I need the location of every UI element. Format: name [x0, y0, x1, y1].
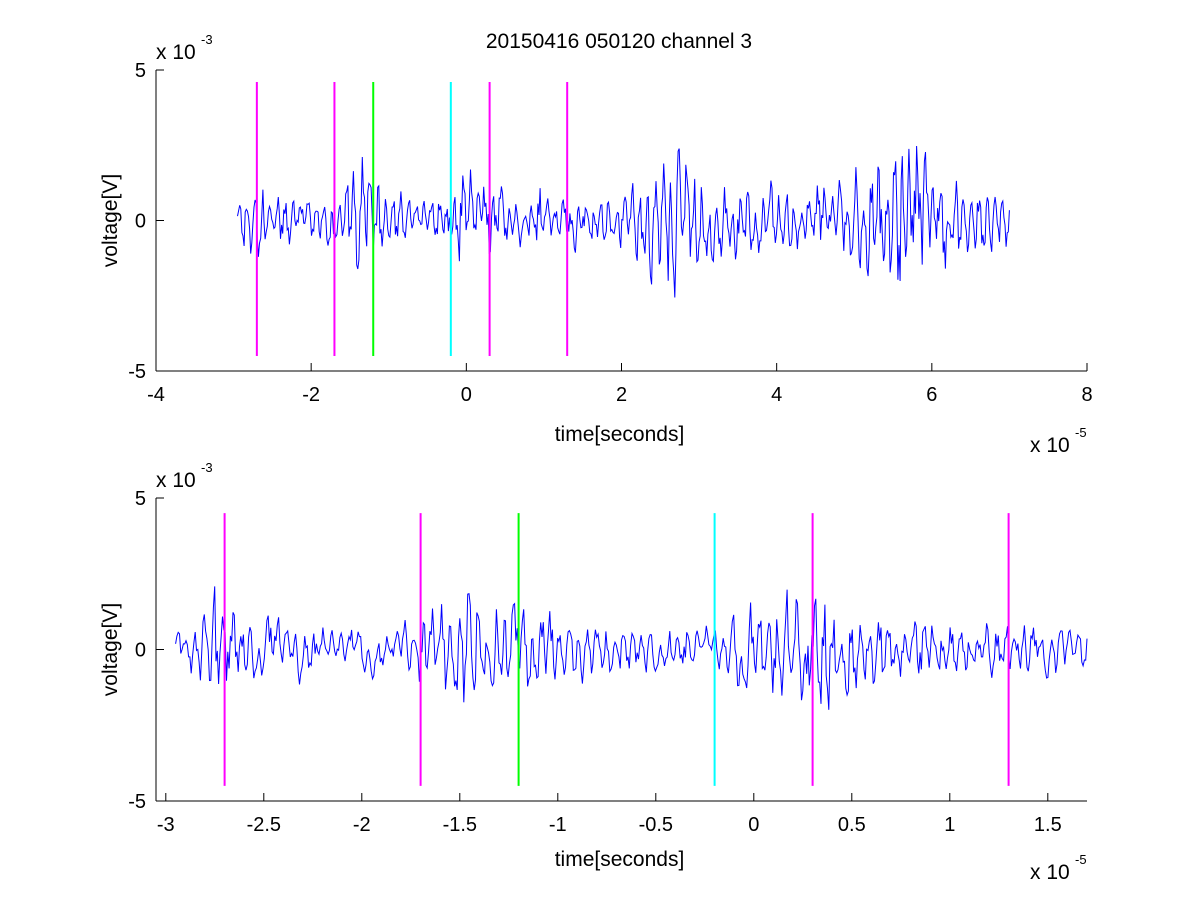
x-tick-label: 0: [748, 814, 759, 836]
signal-trace: [237, 145, 1010, 298]
x-tick-label: 0: [461, 384, 472, 406]
x-tick-label: 4: [771, 384, 782, 406]
subplot-bottom: -3 -2.5 -2 -1.5 -1 -0.5 0 0.5 1 1.5 -5 0 5 x 10 -3 x 10…: [99, 460, 1088, 884]
y-tick-label: 0: [135, 211, 146, 233]
y-axis-label: voltage[V]: [99, 603, 122, 696]
x-tick-label: 2: [616, 384, 627, 406]
x-multiplier-exponent: -5: [1075, 425, 1087, 440]
subplot-top: -4 -2 0 2 4 6 8 -5 0 5 x 10 -3 x 10 -5 time[seconds] vo…: [99, 32, 1093, 457]
y-multiplier: x 10: [156, 41, 196, 64]
x-tick-label: -3: [157, 814, 175, 836]
x-tick-label: -2.5: [247, 814, 281, 836]
x-tick-label: 1: [944, 814, 955, 836]
x-axis-label: time[seconds]: [555, 423, 685, 446]
x-tick-label: 0.5: [838, 814, 866, 836]
y-multiplier: x 10: [156, 469, 196, 492]
y-tick-label: -5: [128, 361, 146, 383]
x-tick-label: -1: [549, 814, 567, 836]
x-multiplier: x 10: [1030, 861, 1070, 884]
y-tick-label: 5: [135, 60, 146, 82]
x-tick-label: -2: [302, 384, 320, 406]
x-tick-label: -2: [353, 814, 371, 836]
x-multiplier-exponent: -5: [1075, 852, 1087, 867]
x-tick-label: -4: [147, 384, 165, 406]
y-tick-label: 0: [135, 640, 146, 662]
signal-trace: [175, 586, 1088, 710]
y-tick-label: -5: [128, 791, 146, 813]
x-tick-label: -0.5: [639, 814, 673, 836]
figure-title: 20150416 050120 channel 3: [486, 30, 752, 53]
x-tick-label: -1.5: [443, 814, 477, 836]
y-tick-label: 5: [135, 488, 146, 510]
x-tick-label: 1.5: [1034, 814, 1062, 836]
y-axis-label: voltage[V]: [99, 174, 122, 267]
x-tick-label: 6: [926, 384, 937, 406]
y-multiplier-exponent: -3: [201, 460, 213, 475]
x-axis-label: time[seconds]: [555, 848, 685, 871]
y-multiplier-exponent: -3: [201, 32, 213, 47]
x-multiplier: x 10: [1030, 434, 1070, 457]
x-tick-label: 8: [1081, 384, 1092, 406]
